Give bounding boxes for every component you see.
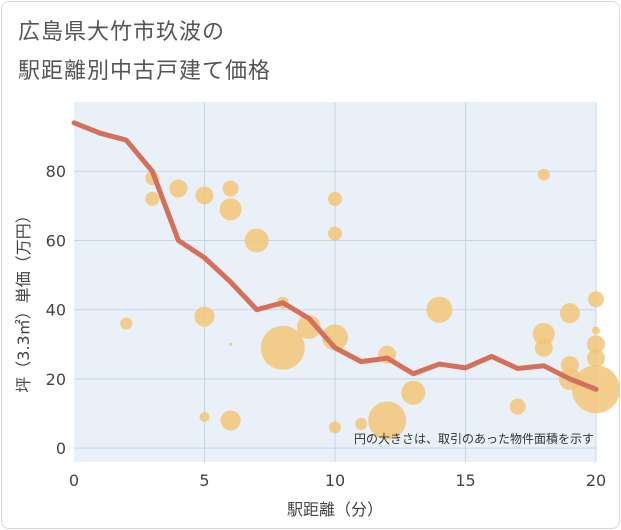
bubble-point — [222, 180, 239, 197]
bubble-point — [169, 179, 188, 198]
bubble-point — [244, 228, 269, 253]
bubble-point — [195, 186, 214, 205]
bubble-point — [199, 412, 210, 422]
bubble-point — [532, 322, 555, 345]
chart-title-line2: 駅距離別中古戸建て価格 — [18, 59, 272, 84]
x-tick-label: 20 — [586, 471, 606, 490]
y-tick-label: 80 — [46, 162, 66, 181]
grid-lines — [74, 102, 597, 462]
x-axis-title: 駅距離（分） — [287, 500, 383, 519]
average-price-line — [71, 120, 599, 392]
bubble-point — [145, 191, 160, 206]
bubble-point — [194, 306, 215, 327]
bubble-point — [426, 296, 453, 323]
bubble-point — [328, 191, 342, 206]
bubble-point — [592, 326, 600, 335]
bubble-point — [220, 410, 241, 431]
y-tick-label: 40 — [46, 301, 66, 320]
bubble-series — [120, 168, 620, 440]
bubble-point — [329, 421, 341, 434]
bubble-point — [587, 349, 605, 368]
x-tick-label: 15 — [455, 471, 475, 490]
bubble-point — [368, 401, 407, 440]
y-tick-label: 20 — [46, 370, 66, 389]
bubble-point — [534, 338, 553, 357]
chart-title-line1: 広島県大竹市玖波の — [18, 20, 226, 45]
x-tick-label: 5 — [199, 471, 209, 490]
bubble-point — [260, 325, 305, 370]
bubble-point — [229, 342, 233, 346]
bubble-point — [509, 398, 526, 415]
bubble-point — [355, 417, 368, 430]
bubble-point — [401, 380, 426, 405]
bubble-size-note: 円の大きさは、取引のあった物件面積を示す — [354, 431, 594, 446]
bubble-point — [587, 335, 605, 354]
y-axis-title: 坪（3.3㎡）単価（万円） — [14, 207, 33, 392]
x-tick-label: 0 — [69, 471, 79, 490]
bubble-point — [120, 317, 133, 330]
x-tick-label: 10 — [325, 471, 345, 490]
bubble-point — [328, 226, 342, 241]
bubble-point — [588, 291, 604, 308]
bubble-point — [296, 315, 321, 339]
y-tick-label: 60 — [46, 231, 66, 250]
bubble-point — [219, 198, 242, 221]
bubble-point — [537, 168, 550, 181]
axis-ticks: 0 5 10 15 20 0 20 40 60 80 — [46, 162, 607, 490]
y-tick-label: 0 — [56, 439, 66, 458]
bubble-point — [559, 303, 580, 324]
